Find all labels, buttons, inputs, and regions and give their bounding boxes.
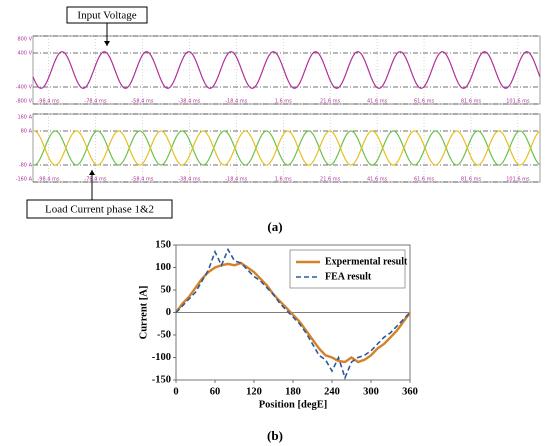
- x-tick-label: 180: [285, 386, 301, 397]
- series-line: [175, 261, 411, 364]
- scope-screen: [32, 35, 541, 105]
- x-tick-label: 61.6 ms: [414, 99, 435, 105]
- y-tick-label: 150: [155, 239, 171, 250]
- x-tick-label: 240: [324, 386, 340, 397]
- annotation: Load Current phase 1&2: [45, 204, 154, 216]
- x-tick-label: -98.4 ms: [37, 99, 59, 105]
- annotation-box: [26, 199, 173, 219]
- annotation: Input Voltage: [77, 10, 136, 22]
- waveform: [32, 130, 541, 166]
- x-tick-label: -38.4 ms: [178, 99, 200, 105]
- legend-label: FEA result: [325, 271, 372, 282]
- x-tick-label: 120: [246, 386, 262, 397]
- y-tick-label: -400 V: [16, 85, 33, 91]
- x-tick-label: 1.6 ms: [275, 177, 292, 183]
- x-tick-label: -98.4 ms: [37, 177, 59, 183]
- series-line: [175, 247, 411, 381]
- x-tick-label: 61.6 ms: [414, 177, 435, 183]
- y-tick-label: 400 V: [17, 51, 32, 57]
- x-tick-label: 60: [210, 386, 221, 397]
- y-tick-label: 80 A: [21, 129, 33, 135]
- scope: -98.4 ms -78.4 ms -58.4 ms -38.4 ms -18.4 ms…: [16, 35, 541, 183]
- y-tick-label: -50: [157, 329, 171, 340]
- x-tick-label: 0: [173, 386, 178, 397]
- y-tick-label: 800 V: [17, 37, 32, 43]
- x-tick-label: 41.6 ms: [367, 99, 388, 105]
- x-tick-label: -58.4 ms: [131, 99, 153, 105]
- x-tick-label: -18.4 ms: [225, 177, 247, 183]
- y-tick-label: 100: [155, 262, 171, 273]
- x-tick-label: -78.4 ms: [84, 177, 106, 183]
- x-tick-label: 81.6 ms: [461, 99, 482, 105]
- waveform: [32, 51, 541, 89]
- y-tick-label: 160 A: [17, 115, 32, 121]
- x-tick-label: 41.6 ms: [367, 177, 388, 183]
- caption: (a): [267, 219, 282, 234]
- x-tick-label: 101.6 ms: [506, 177, 530, 183]
- y-tick-label: 50: [161, 284, 172, 295]
- x-tick-label: 360: [402, 386, 418, 397]
- x-tick-label: 21.6 ms: [320, 99, 341, 105]
- y-tick-label: -150: [152, 374, 171, 385]
- y-tick-label: -160 A: [16, 177, 33, 183]
- y-tick-label: -80 A: [19, 163, 33, 169]
- y-tick-label: 0: [166, 307, 171, 318]
- waveform: [32, 130, 541, 166]
- x-axis-label: Position [degE]: [259, 399, 328, 410]
- x-tick-label: -78.4 ms: [84, 99, 106, 105]
- scope-screen: [32, 113, 541, 183]
- x-tick-label: 300: [363, 386, 379, 397]
- x-tick-label: -18.4 ms: [225, 99, 247, 105]
- caption: (b): [267, 428, 283, 443]
- x-tick-label: 1.6 ms: [275, 99, 292, 105]
- arrow-head: [104, 41, 110, 46]
- x-tick-label: 101.6 ms: [506, 99, 530, 105]
- legend-label: Expermental result: [325, 256, 408, 267]
- y-tick-label: -100: [152, 352, 171, 363]
- x-tick-label: -58.4 ms: [131, 177, 153, 183]
- legend-box: [289, 249, 406, 289]
- x-tick-label: -38.4 ms: [178, 177, 200, 183]
- y-axis-label: Current [A]: [138, 286, 149, 340]
- y-tick-label: -800 V: [16, 99, 33, 105]
- x-tick-label: 81.6 ms: [461, 177, 482, 183]
- x-tick-label: 21.6 ms: [320, 177, 341, 183]
- arrow-head: [89, 170, 95, 175]
